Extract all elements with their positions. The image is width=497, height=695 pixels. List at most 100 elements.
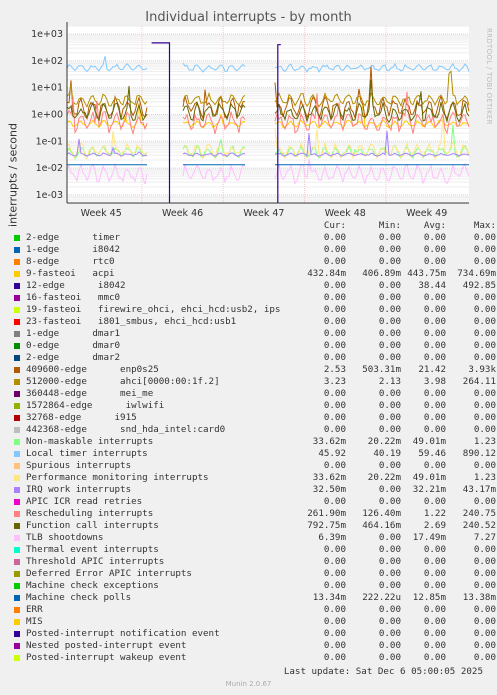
legend-min: 0.00 xyxy=(378,640,401,651)
legend-max: 0.00 xyxy=(473,316,496,327)
legend-cur: 261.90m xyxy=(307,508,346,519)
y-tick-label: 1e+03 xyxy=(31,29,63,40)
legend-row: IRQ work interrupts 32.50m 0.00 32.21m 43.17… xyxy=(12,484,496,496)
legend-max: 43.17m xyxy=(462,484,496,495)
y-tick-label: 1e+01 xyxy=(31,83,63,94)
legend-swatch xyxy=(14,547,20,553)
legend-max: 0.00 xyxy=(473,304,496,315)
legend-max: 3.93k xyxy=(468,364,496,375)
legend-name: Threshold APIC interrupts xyxy=(26,556,165,567)
legend-min: 0.00 xyxy=(378,628,401,639)
legend-max: 240.75 xyxy=(462,508,496,519)
legend-min: 0.00 xyxy=(378,616,401,627)
legend-avg: 0.00 xyxy=(423,412,446,423)
legend-row: Thermal event interrupts 0.00 0.00 0.00 0.00 xyxy=(12,544,496,556)
legend-max: 0.00 xyxy=(473,544,496,555)
legend-avg: 0.00 xyxy=(423,340,446,351)
legend-row: Spurious interrupts 0.00 0.00 0.00 0.00 xyxy=(12,460,496,472)
legend-name: TLB shootdowns xyxy=(26,532,104,543)
legend-max: 0.00 xyxy=(473,424,496,435)
legend-min: 0.00 xyxy=(378,292,401,303)
legend-cur: 0.00 xyxy=(323,304,346,315)
col-cur: Cur: xyxy=(323,220,346,231)
legend-avg: 59.46 xyxy=(418,448,446,459)
legend-min: 0.00 xyxy=(378,532,401,543)
legend-avg: 0.00 xyxy=(423,460,446,471)
legend-row: 23-fasteoi i801_smbus, ehci_hcd:usb1 0.00… xyxy=(12,316,496,328)
legend-avg: 0.00 xyxy=(423,232,446,243)
legend-min: 0.00 xyxy=(378,652,401,663)
legend-row: 9-fasteoi acpi 432.84m 406.89m 443.75m 734.6… xyxy=(12,268,496,280)
legend-max: 7.27 xyxy=(473,532,496,543)
legend-min: 0.00 xyxy=(378,256,401,267)
legend-name: Machine check polls xyxy=(26,592,132,603)
legend-cur: 0.00 xyxy=(323,604,346,615)
legend-max: 264.11 xyxy=(462,376,496,387)
legend-min: 406.89m xyxy=(362,268,401,279)
legend-name: 1-edge i8042 xyxy=(26,244,121,255)
legend-row: APIC ICR read retries 0.00 0.00 0.00 0.00 xyxy=(12,496,496,508)
legend-swatch xyxy=(14,391,20,397)
legend-row: 409600-edge enp0s25 2.53 503.31m 21.42 3.93k xyxy=(12,364,496,376)
legend-cur: 0.00 xyxy=(323,496,346,507)
legend-swatch xyxy=(14,259,20,265)
legend-name: IRQ work interrupts xyxy=(26,484,132,495)
legend-max: 0.00 xyxy=(473,496,496,507)
legend-swatch xyxy=(14,379,20,385)
legend-avg: 49.01m xyxy=(412,436,446,447)
legend-max: 0.00 xyxy=(473,556,496,567)
legend-row: 2-edge timer 0.00 0.00 0.00 0.00 xyxy=(12,232,496,244)
legend-max: 0.00 xyxy=(473,352,496,363)
legend-cur: 0.00 xyxy=(323,616,346,627)
legend-avg: 0.00 xyxy=(423,400,446,411)
legend-swatch xyxy=(14,403,20,409)
legend-swatch xyxy=(14,511,20,517)
legend-swatch xyxy=(14,415,20,421)
legend-row: Machine check polls 13.34m 222.22u 12.85m 13… xyxy=(12,592,496,604)
legend-cur: 0.00 xyxy=(323,424,346,435)
legend-min: 0.00 xyxy=(378,340,401,351)
legend-max: 0.00 xyxy=(473,328,496,339)
legend-min: 0.00 xyxy=(378,460,401,471)
legend-name: Rescheduling interrupts xyxy=(26,508,154,519)
legend-swatch xyxy=(14,643,20,649)
last-update: Last update: Sat Dec 6 05:00:05 2025 xyxy=(283,666,483,677)
legend-name: APIC ICR read retries xyxy=(26,496,143,507)
legend-min: 20.22m xyxy=(367,436,401,447)
series-burst xyxy=(277,44,281,203)
legend-cur: 32.50m xyxy=(312,484,346,495)
legend-row: Local timer interrupts 45.92 40.19 59.46 890… xyxy=(12,448,496,460)
legend-max: 240.52 xyxy=(462,520,496,531)
legend-min: 0.00 xyxy=(378,556,401,567)
legend-row: 1-edge dmar1 0.00 0.00 0.00 0.00 xyxy=(12,328,496,340)
series-line xyxy=(66,158,470,186)
legend-min: 0.00 xyxy=(378,400,401,411)
legend-max: 0.00 xyxy=(473,232,496,243)
x-tick-label: Week 46 xyxy=(162,208,203,219)
legend-cur: 432.84m xyxy=(307,268,346,279)
legend-row: 512000-edge ahci[0000:00:1f.2] 3.23 2.13 3.… xyxy=(12,376,496,388)
legend-swatch xyxy=(14,631,20,637)
legend-swatch xyxy=(14,439,20,445)
y-tick-label: 1e+00 xyxy=(31,110,63,121)
legend-cur: 0.00 xyxy=(323,556,346,567)
legend-min: 126.40m xyxy=(362,508,401,519)
legend-min: 0.00 xyxy=(378,484,401,495)
legend-name: 9-fasteoi acpi xyxy=(26,268,115,279)
legend-cur: 0.00 xyxy=(323,640,346,651)
legend-swatch xyxy=(14,475,20,481)
legend-max: 0.00 xyxy=(473,604,496,615)
x-tick-label: Week 48 xyxy=(325,208,366,219)
legend-max: 1.23 xyxy=(473,436,496,447)
legend-min: 0.00 xyxy=(378,412,401,423)
legend-cur: 0.00 xyxy=(323,388,346,399)
legend-max: 0.00 xyxy=(473,616,496,627)
legend-avg: 443.75m xyxy=(407,268,446,279)
legend-swatch xyxy=(14,499,20,505)
legend-row: Deferred Error APIC interrupts 0.00 0.00 0.… xyxy=(12,568,496,580)
legend-cur: 0.00 xyxy=(323,232,346,243)
legend-min: 0.00 xyxy=(378,580,401,591)
legend-cur: 2.53 xyxy=(323,364,346,375)
legend-name: Machine check exceptions xyxy=(26,580,159,591)
legend-row: Posted-interrupt wakeup event 0.00 0.00 0.0… xyxy=(12,652,496,664)
